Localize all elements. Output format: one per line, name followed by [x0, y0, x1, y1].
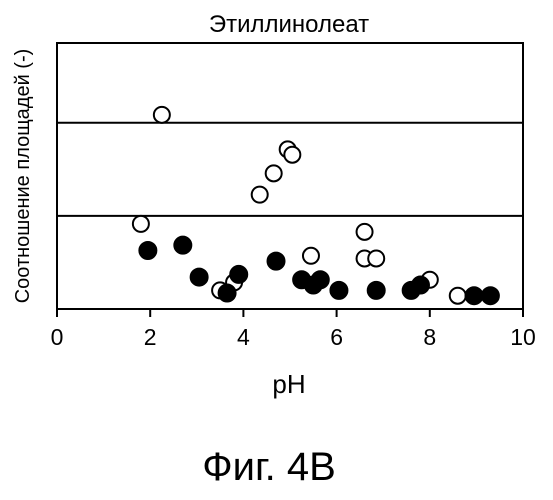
x-tick-label: 8 [423, 324, 436, 350]
x-axis-ticks: 0 2 4 6 8 10 [51, 309, 536, 350]
filled-data-point [174, 237, 191, 254]
open-data-point [303, 248, 319, 264]
filled-data-point [466, 287, 483, 304]
filled-data-point [191, 269, 208, 286]
x-tick-label: 6 [330, 324, 343, 350]
filled-data-point [139, 242, 156, 259]
open-data-point [266, 165, 282, 181]
x-tick-label: 4 [237, 324, 250, 350]
open-data-point [357, 224, 373, 240]
x-tick-label: 2 [144, 324, 157, 350]
filled-data-point [312, 271, 329, 288]
figure-caption: Фиг. 4B [202, 445, 336, 489]
filled-data-point [482, 287, 499, 304]
filled-data-point [330, 282, 347, 299]
x-axis-label: pH [272, 369, 305, 399]
filled-data-point [230, 266, 247, 283]
open-data-point [284, 147, 300, 163]
filled-data-point [268, 253, 285, 270]
open-data-point [368, 250, 384, 266]
filled-data-point [219, 285, 236, 302]
open-data-point [133, 216, 149, 232]
filled-data-point [368, 282, 385, 299]
x-tick-label: 10 [510, 324, 536, 350]
open-data-point [252, 187, 268, 203]
plot-frame [57, 43, 523, 309]
filled-circle-series [139, 237, 499, 305]
x-tick-label: 0 [51, 324, 64, 350]
chart-title: Этиллинолеат [209, 11, 369, 38]
y-axis-label: Соотношение площадей (-) [12, 49, 34, 304]
filled-data-point [412, 277, 429, 294]
open-data-point [450, 288, 466, 304]
open-data-point [154, 107, 170, 123]
gridlines [57, 123, 523, 216]
